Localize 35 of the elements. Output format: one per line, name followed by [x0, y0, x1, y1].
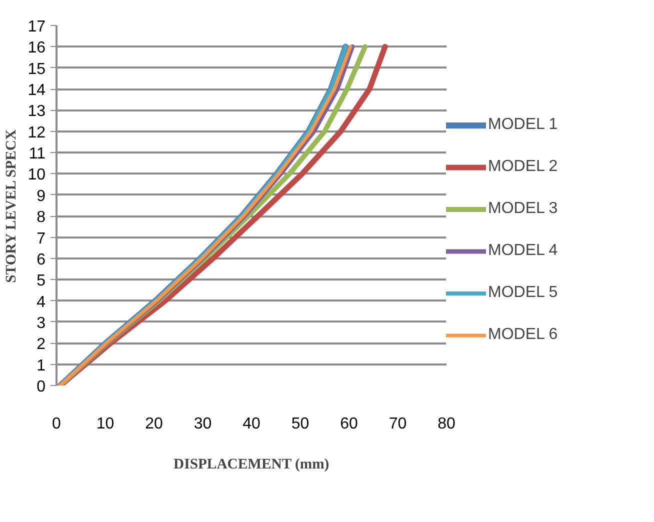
y-tick-label: 12	[28, 124, 46, 142]
y-tick-label: 16	[28, 40, 46, 57]
x-tick-label: 30	[194, 416, 212, 432]
y-tick-label: 4	[36, 294, 46, 311]
x-axis-title: DISPLACEMENT (mm)	[174, 456, 330, 472]
y-tick-label: 1	[36, 357, 46, 374]
legend-label: MODEL 3	[488, 200, 558, 218]
y-tick-label: 6	[36, 251, 46, 268]
y-tick-label: 2	[36, 336, 46, 354]
y-tick-label: 8	[36, 209, 46, 226]
y-tick-label: 17	[28, 18, 46, 36]
y-tick-label: 5	[36, 272, 46, 290]
legend-label: MODEL 5	[488, 284, 558, 302]
y-tick-label: 7	[36, 230, 46, 248]
x-tick-label: 20	[145, 416, 163, 432]
legend-label: MODEL 1	[488, 116, 558, 134]
x-tick-label: 80	[438, 416, 456, 432]
y-tick-label: 0	[36, 378, 46, 396]
x-tick-label: 70	[388, 416, 407, 432]
x-tick-label: 60	[340, 416, 358, 432]
legend-label: MODEL 4	[488, 242, 558, 260]
y-tick-label: 9	[36, 188, 46, 205]
y-tick-label: 3	[36, 314, 46, 332]
y-tick-label: 11	[28, 146, 46, 163]
y-tick-label: 15	[28, 60, 46, 78]
x-tick-label: 0	[52, 416, 62, 432]
y-axis-title: STORY LEVEL SPECX	[4, 129, 20, 283]
y-tick-label: 14	[28, 82, 46, 100]
legend-label: MODEL 2	[488, 158, 558, 176]
x-tick-label: 50	[291, 416, 310, 432]
x-tick-label: 40	[242, 416, 260, 432]
x-tick-label: 10	[96, 416, 114, 432]
legend-label: MODEL 6	[488, 326, 558, 344]
y-tick-label: 10	[28, 166, 46, 184]
y-tick-label: 13	[28, 103, 46, 120]
